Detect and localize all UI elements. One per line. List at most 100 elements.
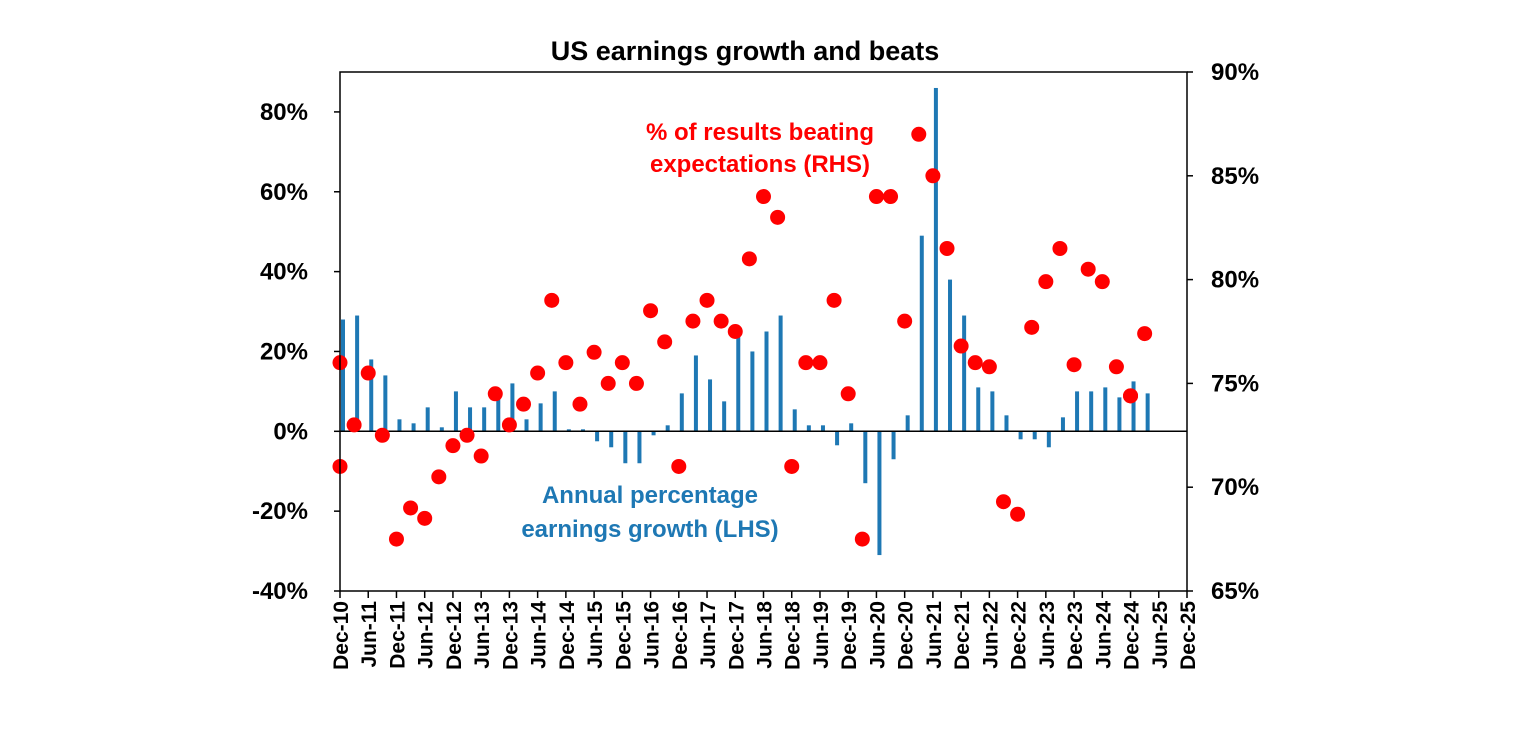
dot <box>403 500 419 516</box>
dot <box>685 313 701 329</box>
bar <box>1018 431 1023 440</box>
bar <box>905 415 910 432</box>
bar <box>595 431 600 442</box>
dot-series <box>332 126 1153 547</box>
dot <box>1038 274 1054 290</box>
x-tick-label: Jun-25 <box>1149 601 1172 669</box>
x-tick-label: Dec-25 <box>1177 601 1200 670</box>
dot <box>713 313 729 329</box>
dot <box>1080 261 1096 277</box>
dot <box>417 510 433 526</box>
bar <box>566 429 571 432</box>
bar <box>1131 381 1136 432</box>
right-tick-label: 70% <box>1211 474 1259 501</box>
bar <box>863 431 868 484</box>
bar <box>355 315 360 432</box>
dot <box>798 355 814 371</box>
dot <box>826 292 842 308</box>
x-tick-label: Jun-16 <box>641 601 664 669</box>
x-tick-label: Dec-15 <box>612 601 635 670</box>
bar <box>778 315 783 432</box>
dot <box>501 417 517 433</box>
x-tick-label: Dec-16 <box>669 601 692 670</box>
x-tick-label: Dec-17 <box>725 601 748 670</box>
right-tick-label: 85% <box>1211 163 1259 190</box>
dot <box>558 355 574 371</box>
bar <box>468 407 473 432</box>
left-tick-label: -40% <box>252 578 308 605</box>
bar <box>792 409 797 432</box>
bar <box>835 431 840 446</box>
left-tick-label: 60% <box>260 179 308 206</box>
dot <box>1108 359 1124 375</box>
dot <box>854 531 870 547</box>
bar <box>1117 397 1122 432</box>
dot <box>530 365 546 381</box>
chart-title: US earnings growth and beats <box>551 36 940 66</box>
bar <box>411 423 416 432</box>
bar <box>849 423 854 432</box>
dot <box>487 386 503 402</box>
dots-label-line2: expectations (RHS) <box>650 151 870 178</box>
dot <box>840 386 856 402</box>
bar <box>736 335 741 432</box>
x-tick-label: Dec-18 <box>782 601 805 670</box>
x-tick-label: Dec-20 <box>895 601 918 670</box>
bar <box>722 401 727 432</box>
bar <box>580 429 585 432</box>
bar <box>877 431 882 556</box>
dot <box>346 417 362 433</box>
bar <box>425 407 430 432</box>
left-tick-label: 40% <box>260 259 308 286</box>
x-tick-label: Jun-12 <box>415 601 438 669</box>
dot <box>953 338 969 354</box>
x-tick-label: Jun-13 <box>471 601 494 669</box>
bar <box>496 395 501 432</box>
x-tick-label: Jun-23 <box>1036 601 1059 669</box>
bar <box>764 331 769 432</box>
dot <box>1010 506 1026 522</box>
dot <box>981 359 997 375</box>
bar <box>637 431 642 464</box>
dot <box>459 427 475 443</box>
dot <box>741 251 757 267</box>
dot <box>756 189 771 205</box>
bar <box>933 87 938 432</box>
dot <box>770 209 786 225</box>
dot <box>1137 326 1153 342</box>
left-tick-label: 80% <box>260 99 308 126</box>
bar <box>1075 391 1080 432</box>
bar <box>665 425 670 432</box>
x-tick-label: Dec-22 <box>1008 601 1031 670</box>
left-tick-label: 20% <box>260 338 308 365</box>
dot <box>1052 240 1068 256</box>
bar <box>510 383 515 432</box>
dot <box>1094 274 1110 290</box>
left-axis: 80% 60% 40% 20% 0% -20% -40% <box>252 99 340 605</box>
bar <box>962 315 967 432</box>
dot <box>516 396 532 412</box>
x-tick-label: Dec-14 <box>556 601 579 670</box>
x-tick-label: Jun-19 <box>810 601 833 669</box>
bar <box>679 393 684 432</box>
dot <box>586 344 602 360</box>
x-tick-label: Jun-20 <box>866 601 889 669</box>
x-tick-label: Jun-14 <box>528 601 551 669</box>
bar <box>976 387 981 432</box>
dot <box>388 531 404 547</box>
dot <box>868 189 884 205</box>
dot <box>600 375 616 391</box>
bar-series <box>341 87 1150 556</box>
x-tick-label: Jun-11 <box>358 601 381 668</box>
dot <box>897 313 913 329</box>
bar <box>750 351 755 432</box>
x-tick-label: Jun-18 <box>754 601 777 669</box>
bar <box>538 403 543 432</box>
dot <box>445 438 461 454</box>
x-tick-label: Jun-15 <box>584 601 607 669</box>
bar <box>439 427 444 432</box>
right-tick-label: 90% <box>1211 59 1259 86</box>
dot <box>628 375 644 391</box>
dot <box>614 355 630 371</box>
